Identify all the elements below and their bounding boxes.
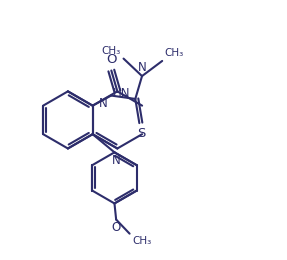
Text: CH₃: CH₃ (165, 48, 184, 58)
Text: O: O (106, 54, 117, 67)
Text: CH₃: CH₃ (132, 236, 152, 246)
Text: N: N (99, 98, 107, 110)
Text: CH₃: CH₃ (102, 46, 121, 56)
Text: HN: HN (113, 87, 130, 100)
Text: O: O (112, 221, 121, 234)
Text: N: N (138, 61, 146, 74)
Text: N: N (112, 154, 121, 167)
Text: S: S (137, 127, 145, 140)
